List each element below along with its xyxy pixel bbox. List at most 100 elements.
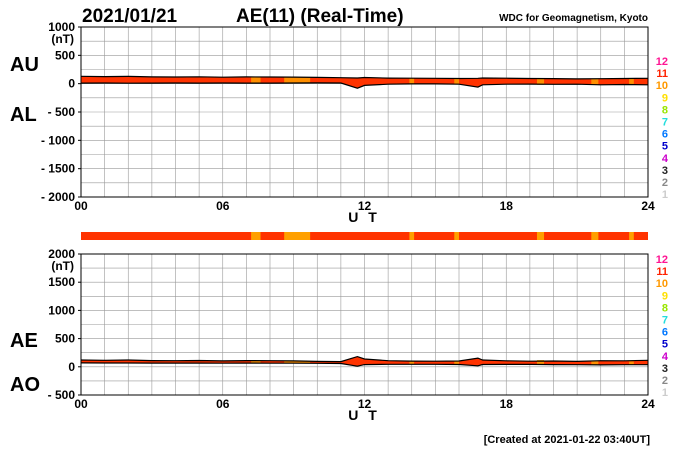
- band-streak: [284, 360, 311, 364]
- band-streak: [409, 360, 415, 365]
- legend-count-6: 6: [662, 327, 668, 339]
- y-tick-label: 2000: [48, 247, 75, 261]
- x-tick-label: 00: [74, 199, 88, 213]
- strip-segment: [591, 232, 599, 240]
- y-tick-label: - 500: [48, 105, 76, 119]
- legend-count-5: 5: [662, 141, 668, 153]
- x-tick-label: 18: [500, 199, 514, 213]
- legend-count-3: 3: [662, 165, 668, 177]
- strip-segment: [251, 232, 261, 240]
- side-label-al: AL: [10, 104, 37, 126]
- band-streak: [454, 361, 459, 365]
- band-streak: [591, 78, 599, 85]
- lower-series: [80, 355, 649, 367]
- legend-count-1: 1: [662, 387, 668, 399]
- legend-count-6: 6: [662, 129, 668, 141]
- created-timestamp: [Created at 2021-01-22 03:40UT]: [484, 434, 651, 446]
- station-count-strip: [81, 232, 648, 240]
- strip-segment: [536, 232, 545, 240]
- chart-title: AE(11) (Real-Time): [236, 6, 404, 27]
- x-tick-label: 18: [500, 397, 514, 411]
- legend-count-7: 7: [662, 315, 668, 327]
- lower-panel: 2000 1500 1000 500 0 - 500 00 06 12 18 24 (nT) U …: [10, 247, 655, 423]
- legend-count-2: 2: [662, 375, 668, 387]
- upper-grid: [81, 27, 648, 197]
- strip-base: [81, 232, 648, 240]
- band-streak: [251, 360, 261, 364]
- legend-count-9: 9: [662, 290, 668, 302]
- band-streak: [536, 78, 545, 85]
- legend-count-5: 5: [662, 339, 668, 351]
- series-line-ao: [80, 362, 648, 367]
- y-tick-label: 0: [68, 360, 75, 374]
- band-streak: [629, 78, 634, 85]
- legend-count-11: 11: [656, 68, 668, 80]
- upper-panel: 1000 500 0 - 500 - 1000 - 1500 - 2000 00 06 12 18…: [10, 20, 655, 225]
- y-tick-label: 1000: [48, 303, 75, 317]
- series-line-au: [80, 75, 649, 80]
- legend-count-11: 11: [656, 266, 668, 278]
- series-fill: [81, 356, 648, 367]
- x-tick-label: 24: [641, 199, 655, 213]
- x-tick-label: 06: [216, 397, 230, 411]
- y-tick-label: - 1500: [41, 162, 75, 176]
- y-tick-label: 500: [55, 48, 75, 62]
- upper-series: [80, 75, 649, 89]
- lower-y-tick-labels: 2000 1500 1000 500 0 - 500: [48, 247, 81, 402]
- lower-frame: [80, 253, 649, 396]
- chart-date: 2021/01/21: [82, 6, 178, 27]
- strip-segment: [454, 232, 459, 240]
- upper-x-axis-label: U T: [348, 209, 380, 225]
- legend-count-12: 12: [656, 254, 668, 266]
- legend-count-2: 2: [662, 177, 668, 189]
- side-label-ao: AO: [10, 374, 40, 396]
- band-streak: [251, 76, 261, 84]
- series-line-ae: [80, 355, 649, 363]
- band-streak: [284, 77, 311, 83]
- strip-segment: [409, 232, 415, 240]
- series-line-al: [80, 82, 649, 89]
- legend-count-10: 10: [656, 278, 668, 290]
- y-tick-label: 1000: [48, 20, 75, 34]
- x-tick-label: 12: [358, 397, 372, 411]
- band-streak: [591, 361, 599, 365]
- series-fill: [81, 76, 648, 89]
- chart-source: WDC for Geomagnetism, Kyoto: [499, 13, 648, 24]
- y-tick-label: - 500: [48, 388, 76, 402]
- upper-y-tick-labels: 1000 500 0 - 500 - 1000 - 1500 - 2000: [41, 20, 81, 204]
- side-label-ae: AE: [10, 330, 38, 352]
- legend-count-4: 4: [662, 153, 669, 165]
- y-tick-label: - 1000: [41, 133, 75, 147]
- y-tick-label: 500: [55, 332, 75, 346]
- legend-count-1: 1: [662, 189, 668, 201]
- legend-count-3: 3: [662, 363, 668, 375]
- upper-unit-label: (nT): [51, 32, 74, 46]
- legend-count-8: 8: [662, 104, 668, 116]
- band-streak: [629, 361, 634, 365]
- lower-station-band: [81, 356, 648, 367]
- legend-count-10: 10: [656, 80, 668, 92]
- lower-grid: [81, 254, 648, 395]
- legend-count-8: 8: [662, 302, 668, 314]
- upper-station-band: [81, 76, 648, 89]
- y-tick-label: 1500: [48, 275, 75, 289]
- band-streak: [536, 360, 545, 365]
- lower-x-axis-label: U T: [348, 407, 380, 423]
- upper-x-tick-labels: 00 06 12 18 24: [74, 199, 655, 213]
- lower-unit-label: (nT): [51, 259, 74, 273]
- x-tick-label: 24: [641, 397, 655, 411]
- lower-x-tick-labels: 00 06 12 18 24: [74, 397, 655, 411]
- strip-segment: [629, 232, 634, 240]
- legend-count-7: 7: [662, 117, 668, 129]
- y-tick-label: - 2000: [41, 190, 75, 204]
- legend-count-9: 9: [662, 92, 668, 104]
- legend-count-12: 12: [656, 56, 668, 68]
- x-tick-label: 06: [216, 199, 230, 213]
- band-streak: [409, 78, 415, 85]
- y-tick-label: 0: [68, 77, 75, 91]
- x-tick-label: 12: [358, 199, 372, 213]
- strip-segment: [284, 232, 311, 240]
